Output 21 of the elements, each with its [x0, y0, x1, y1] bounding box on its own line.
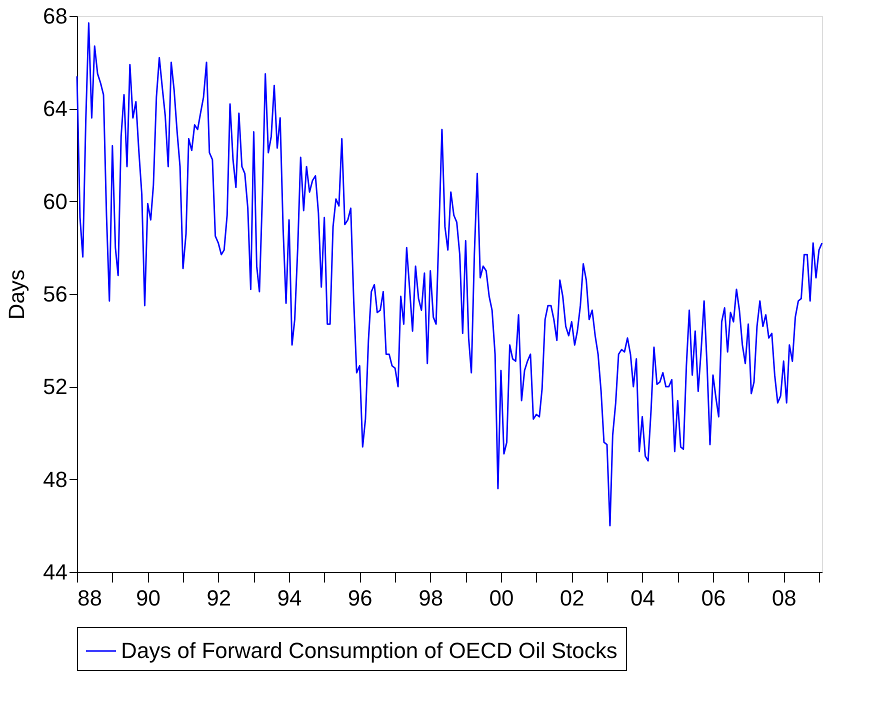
y-tick-label: 60: [43, 188, 68, 214]
x-tick-label: 08: [772, 586, 796, 610]
y-tick-label: 56: [43, 282, 68, 306]
y-tick-label: 48: [43, 466, 68, 492]
x-tick-label: 88: [78, 586, 102, 610]
x-tick-label: 06: [701, 586, 726, 610]
x-tick-label: 00: [489, 586, 514, 610]
y-tick-label: 68: [43, 4, 68, 28]
y-axis-title: Days: [4, 269, 30, 320]
x-tick-label: 94: [277, 586, 302, 610]
x-tick-label: 04: [630, 586, 656, 610]
x-tick-label: 90: [136, 586, 160, 610]
x-tick-label: 96: [348, 586, 372, 610]
x-tick-label: 02: [560, 586, 584, 610]
x-tick-label: 92: [206, 586, 232, 610]
legend-label: Days of Forward Consumption of OECD Oil Stocks: [121, 638, 618, 663]
x-tick-label: 98: [418, 586, 444, 610]
y-tick-label: 52: [43, 374, 68, 400]
y-tick-label: 64: [43, 96, 68, 122]
line-series: [76, 22, 823, 526]
y-tick-label: 44: [43, 560, 68, 584]
